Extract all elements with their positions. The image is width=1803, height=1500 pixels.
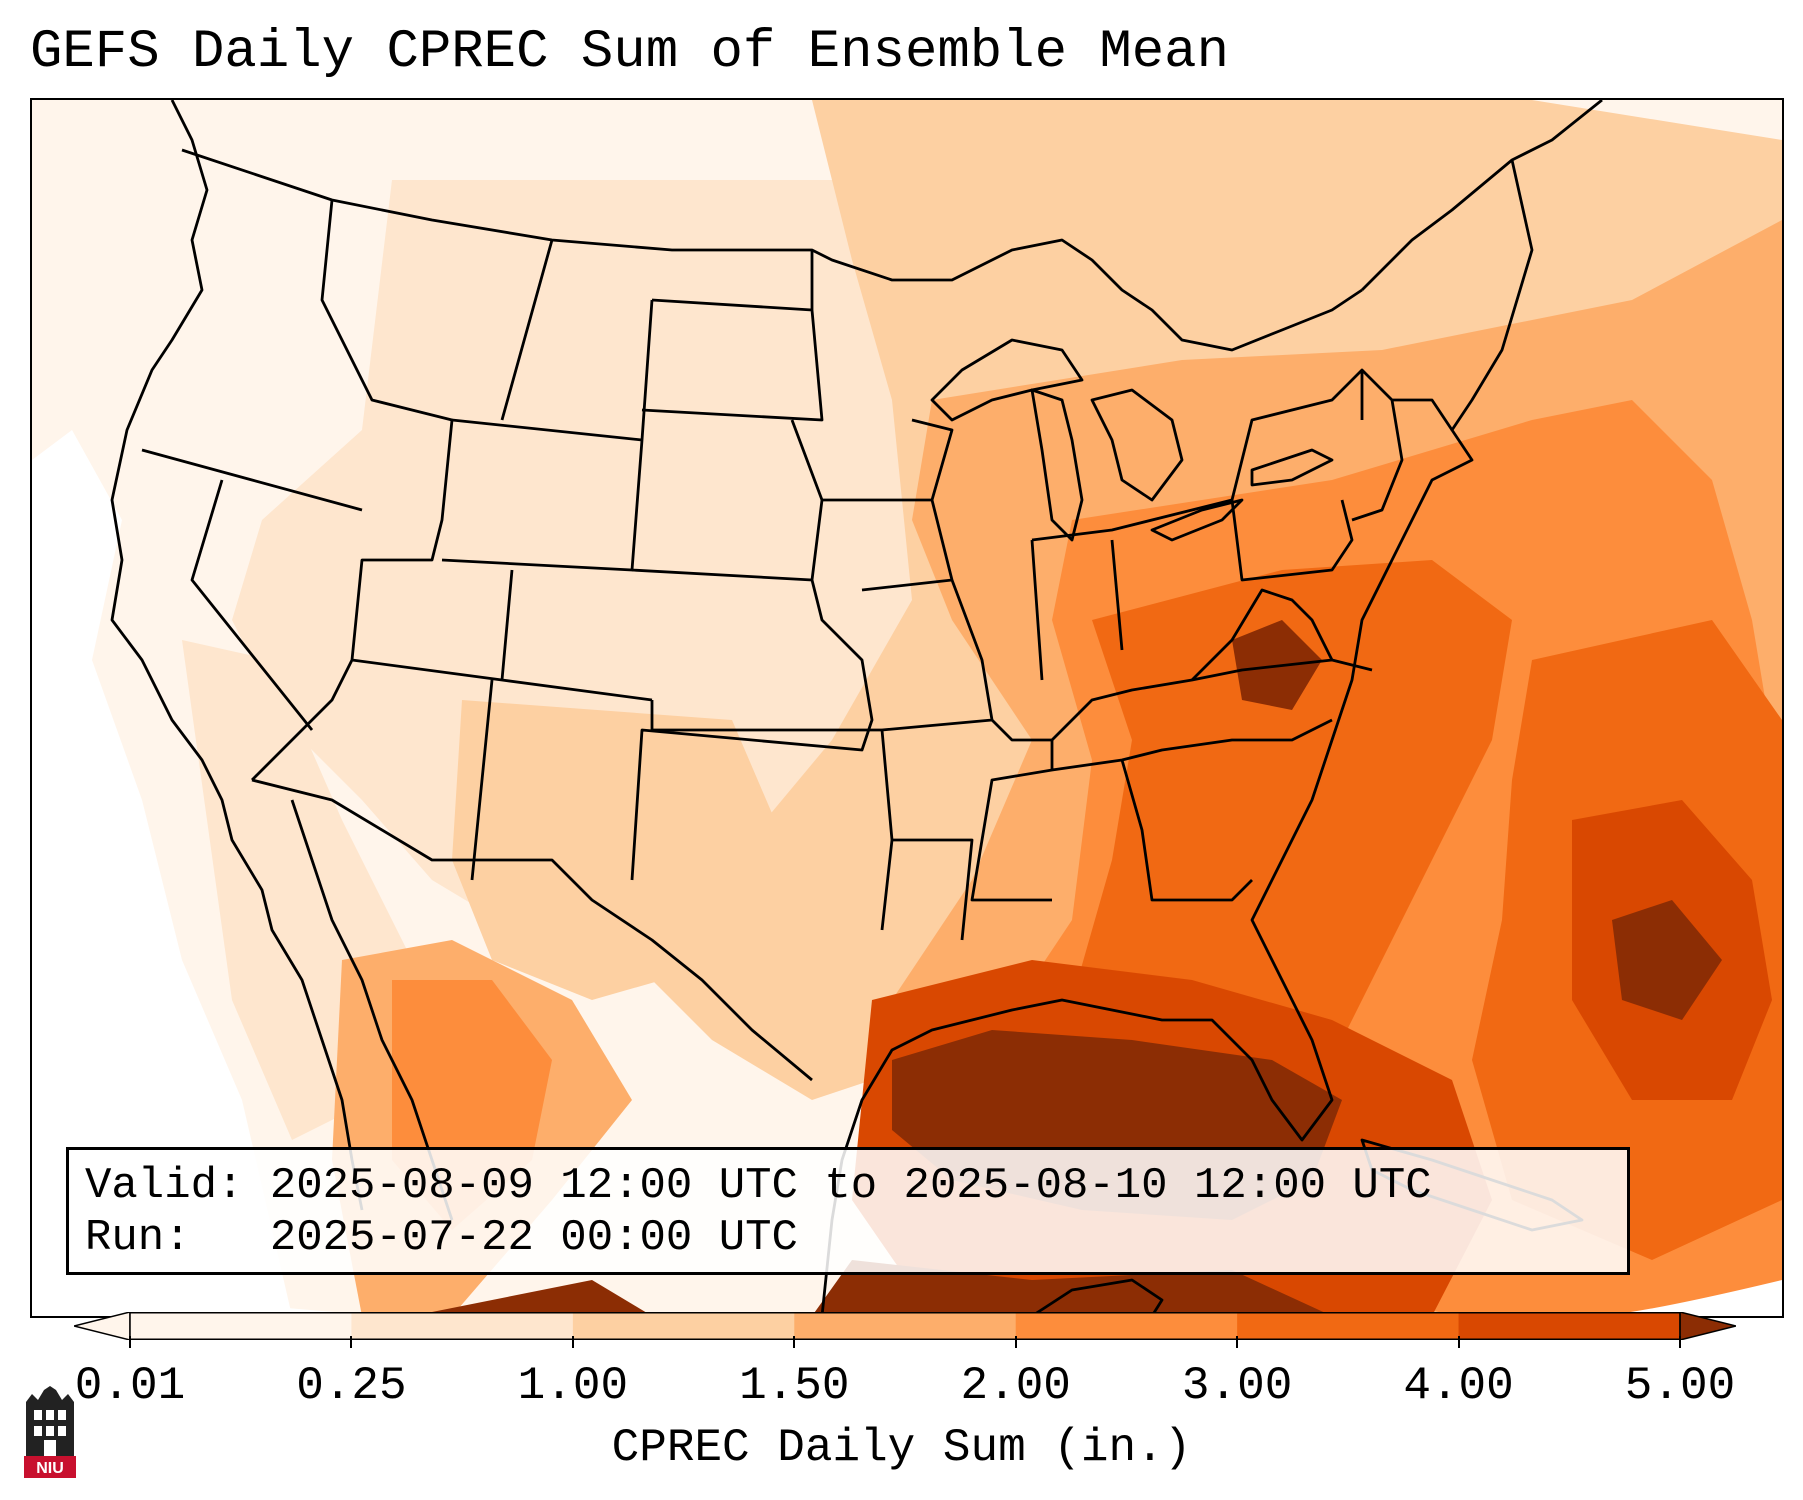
- valid-time: 2025-08-09 12:00 UTC to 2025-08-10 12:00…: [269, 1161, 1432, 1211]
- colorbar-segment: [1237, 1312, 1460, 1340]
- colorbar-segment: [794, 1312, 1017, 1340]
- colorbar-segment: [1015, 1312, 1238, 1340]
- projection-edge-right: [1592, 1280, 1782, 1316]
- precipitation-map: [30, 98, 1784, 1318]
- chart-title: GEFS Daily CPREC Sum of Ensemble Mean: [30, 22, 1229, 83]
- colorbar: [74, 1312, 1736, 1340]
- colorbar-segment: [351, 1312, 574, 1340]
- state-line-9: [1191, 368, 1454, 681]
- map-svg: [32, 100, 1782, 1316]
- colorbar-tick-label: 1.00: [517, 1360, 629, 1412]
- colorbar-tick-mark: [793, 1336, 796, 1348]
- projection-edge-left: [32, 1280, 412, 1316]
- state-line-3: [441, 239, 654, 881]
- colorbar-tick-mark: [1457, 1336, 1460, 1348]
- state-line-8: [970, 718, 1333, 902]
- valid-run-info-box: Valid: 2025-08-09 12:00 UTC to 2025-08-1…: [66, 1147, 1630, 1275]
- mexico-border: [251, 778, 813, 1082]
- lake-erie: [1150, 498, 1244, 542]
- colorbar-tick-label: 0.01: [74, 1360, 186, 1412]
- state-line-1: [251, 199, 454, 781]
- colorbar-tick-mark: [1679, 1336, 1681, 1348]
- west-coastline: [110, 100, 364, 1211]
- state-line-5: [500, 569, 974, 941]
- colorbar-extend-min: [74, 1312, 131, 1340]
- colorbar-segment: [572, 1312, 795, 1340]
- colorbar-segment: [1458, 1312, 1681, 1340]
- precip-area-none: [32, 430, 292, 1316]
- state-line-6: [822, 418, 1373, 742]
- colorbar-tick-label: 0.25: [296, 1360, 407, 1412]
- state-line-4: [630, 250, 874, 881]
- valid-label: Valid:: [85, 1161, 244, 1211]
- colorbar-tick-mark: [1236, 1336, 1239, 1348]
- precip-area-over-atl: [1612, 900, 1722, 1020]
- precip-area-over-mx: [412, 1280, 652, 1316]
- colorbar-tick-label: 5.00: [1624, 1360, 1736, 1412]
- colorbar-tick-mark: [129, 1336, 131, 1348]
- colorbar-label: CPREC Daily Sum (in.): [611, 1422, 1192, 1474]
- northeast-coastline: [820, 100, 1603, 1316]
- colorbar-segment: [130, 1312, 352, 1340]
- precip-area-moderate-sw: [452, 700, 792, 1000]
- colorbar-tick-mark: [1014, 1336, 1017, 1348]
- yucatan-coastline: [1031, 1278, 1164, 1316]
- run-line: Run: 2025-07-22 00:00 UTC: [85, 1212, 1611, 1264]
- run-label: Run:: [85, 1213, 191, 1263]
- colorbar-tick-label: 4.00: [1403, 1360, 1514, 1412]
- lake-michigan: [1030, 388, 1084, 542]
- colorbar-tick-label: 1.50: [739, 1360, 850, 1412]
- lake-huron: [1090, 388, 1184, 502]
- logo-text: NIU: [36, 1460, 64, 1477]
- state-line-7: [1030, 498, 1354, 681]
- run-time: 2025-07-22 00:00 UTC: [269, 1213, 798, 1263]
- niu-tower-logo-icon: NIU: [24, 1386, 76, 1478]
- precip-area-extreme: [1072, 560, 1512, 1060]
- lake-superior: [930, 338, 1084, 422]
- map-boundaries: [110, 100, 1603, 1316]
- colorbar-extend-max: [1679, 1312, 1736, 1340]
- colorbar-tick-label: 3.00: [1181, 1360, 1293, 1412]
- colorbar-segments: [74, 1312, 1736, 1340]
- colorbar-tick-mark: [350, 1336, 353, 1348]
- colorbar-outline: [129, 1312, 1681, 1340]
- valid-line: Valid: 2025-08-09 12:00 UTC to 2025-08-1…: [85, 1160, 1611, 1212]
- colorbar-tick-mark: [571, 1336, 574, 1348]
- colorbar-tick-label: 2.00: [960, 1360, 1071, 1412]
- lake-ontario: [1250, 448, 1334, 487]
